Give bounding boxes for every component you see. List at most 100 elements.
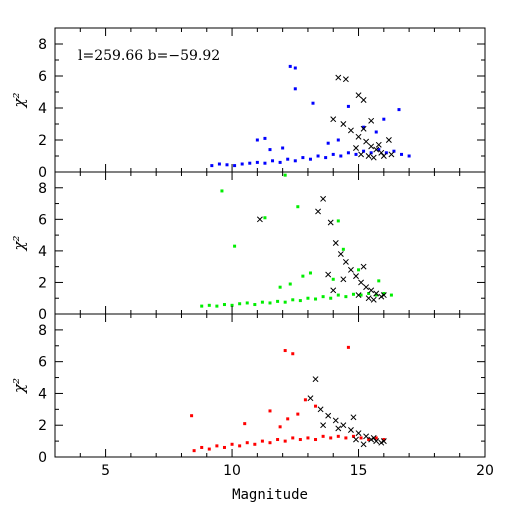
data-point-cross	[358, 279, 365, 286]
data-point	[336, 434, 340, 438]
data-point-cross	[347, 427, 354, 433]
data-point	[346, 345, 350, 349]
data-point-cross	[360, 125, 367, 132]
x-tick-label: 15	[350, 463, 368, 479]
y-tick-label: 0	[38, 450, 47, 466]
data-point	[326, 141, 330, 145]
data-point-cross	[363, 433, 370, 440]
data-point	[311, 101, 315, 105]
data-point	[351, 434, 355, 438]
data-point	[306, 296, 310, 300]
data-point	[238, 444, 242, 448]
y-tick-label: 2	[38, 133, 47, 149]
data-point-cross	[368, 117, 375, 124]
data-point-cross	[350, 414, 357, 421]
series-bottom-1	[307, 376, 387, 448]
data-point	[268, 301, 272, 305]
data-point	[238, 302, 242, 306]
data-point	[192, 449, 196, 453]
data-point	[308, 157, 312, 161]
data-point	[314, 438, 318, 442]
data-point	[222, 445, 226, 449]
y-tick-label: 6	[38, 355, 47, 371]
data-point	[278, 160, 282, 164]
data-point-cross	[342, 258, 349, 265]
data-point-cross	[373, 146, 380, 153]
y-tick-label: 0	[38, 307, 47, 323]
data-point	[329, 296, 333, 300]
data-point	[324, 156, 328, 160]
data-point	[339, 154, 343, 158]
data-point	[308, 271, 312, 275]
data-point-cross	[370, 434, 377, 441]
y-tick-label: 2	[38, 418, 47, 434]
data-point-cross	[368, 287, 375, 294]
data-point-cross	[342, 76, 349, 83]
x-axis-title: Magnitude	[232, 487, 308, 503]
data-point	[374, 293, 378, 297]
data-point-cross	[317, 406, 324, 413]
series-top-1	[330, 74, 395, 161]
data-point	[268, 148, 272, 152]
data-point	[253, 442, 257, 446]
data-point	[288, 64, 292, 68]
data-point-cross	[385, 137, 392, 143]
data-point-cross	[347, 266, 354, 273]
data-point-cross	[347, 127, 354, 134]
data-point	[359, 293, 363, 297]
data-point	[271, 159, 275, 163]
data-point	[377, 279, 381, 283]
panel-frame	[54, 313, 486, 458]
data-point	[225, 163, 229, 167]
data-point-cross	[353, 436, 359, 443]
data-point-cross	[320, 422, 327, 429]
data-point	[397, 108, 401, 112]
data-point	[291, 436, 295, 440]
series-bottom-0	[190, 345, 386, 453]
data-point	[215, 304, 219, 308]
data-point	[291, 352, 295, 356]
data-point	[233, 244, 237, 248]
data-point	[374, 436, 378, 440]
data-point	[314, 404, 318, 408]
data-point	[243, 422, 247, 426]
data-point	[382, 438, 386, 442]
data-point-cross	[340, 422, 347, 429]
data-point	[217, 162, 221, 166]
series-middle-1	[256, 195, 387, 303]
data-point-cross	[363, 284, 370, 291]
data-point-cross	[380, 292, 387, 299]
data-point-cross	[330, 287, 337, 294]
data-point-cross	[337, 251, 344, 257]
data-point	[301, 156, 305, 160]
data-point-cross	[353, 145, 359, 151]
data-point-cross	[332, 417, 339, 424]
y-tick-label: 4	[38, 244, 47, 260]
series-middle-0	[200, 173, 393, 308]
data-point-cross	[373, 290, 380, 297]
data-point-cross	[330, 116, 337, 123]
data-point-cross	[360, 441, 367, 448]
data-point	[230, 442, 234, 446]
data-point	[233, 164, 237, 168]
data-point-cross	[340, 121, 347, 127]
data-point-cross	[327, 219, 334, 226]
data-point-cross	[370, 296, 377, 303]
data-point	[268, 441, 272, 445]
data-point	[374, 130, 378, 134]
data-point	[255, 160, 259, 164]
data-point-cross	[332, 240, 339, 246]
data-point-cross	[320, 195, 327, 202]
data-point-cross	[380, 153, 387, 159]
data-point	[341, 247, 345, 251]
data-point-cross	[360, 263, 367, 270]
y-tick-label: 6	[38, 212, 47, 228]
data-point	[283, 173, 287, 177]
data-point-cross	[375, 141, 382, 148]
data-point-cross	[355, 292, 362, 299]
data-point	[248, 161, 252, 165]
data-point	[230, 303, 234, 307]
data-point	[286, 157, 290, 161]
chart-panels: 0 2 4 6 8 χ² 0 2 4 6 8 χ² 0 2 4 6 8 χ² 5 10 15 20 l=259.66 b=−…	[10, 27, 494, 479]
data-point	[222, 303, 226, 307]
